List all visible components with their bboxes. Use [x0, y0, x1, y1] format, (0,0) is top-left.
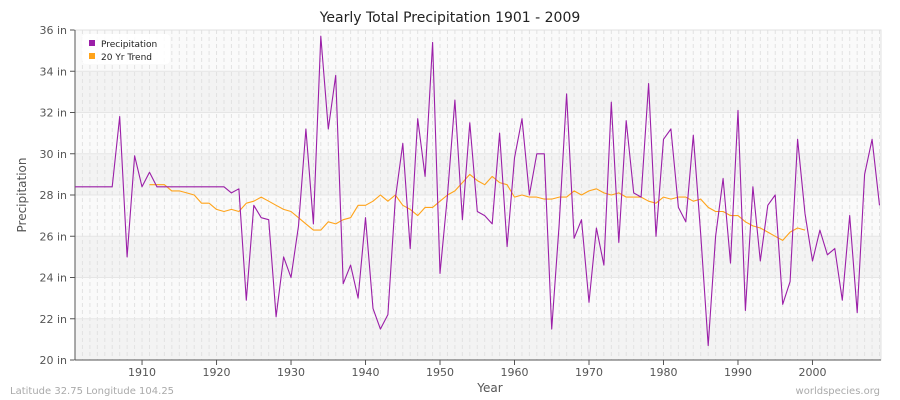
- x-tick-label: 1920: [203, 366, 231, 379]
- x-tick-label: 2000: [798, 366, 826, 379]
- x-tick-label: 1950: [426, 366, 454, 379]
- x-tick-label: 1940: [352, 366, 380, 379]
- y-tick-label: 34 in: [39, 65, 67, 78]
- legend-label-trend: 20 Yr Trend: [101, 53, 152, 63]
- x-tick-label: 1930: [277, 366, 305, 379]
- x-tick-label: 1910: [128, 366, 156, 379]
- x-axis-label: Year: [476, 381, 502, 395]
- trend-line: [149, 173, 806, 241]
- x-tick-label: 1990: [724, 366, 752, 379]
- grid-band: [75, 71, 881, 113]
- y-axis-label: Precipitation: [15, 157, 29, 232]
- y-tick-label: 36 in: [39, 24, 67, 37]
- precipitation-line: [75, 35, 881, 347]
- legend-box: [82, 34, 170, 64]
- y-tick-label: 24 in: [39, 272, 67, 285]
- footer-location: Latitude 32.75 Longitude 104.25: [10, 386, 174, 397]
- y-tick-label: 22 in: [39, 313, 67, 326]
- x-tick-label: 1980: [649, 366, 677, 379]
- legend-swatch-trend: [89, 53, 95, 59]
- legend-swatch-precipitation: [89, 40, 95, 46]
- y-tick-label: 20 in: [39, 354, 67, 367]
- y-tick-label: 30 in: [39, 148, 67, 161]
- y-tick-label: 32 in: [39, 107, 67, 120]
- x-tick-label: 1960: [501, 366, 529, 379]
- legend-label-precipitation: Precipitation: [101, 40, 157, 50]
- x-tick-label: 1970: [575, 366, 603, 379]
- grid-band: [75, 153, 881, 195]
- chart-title: Yearly Total Precipitation 1901 - 2009: [319, 10, 581, 26]
- footer-source: worldspecies.org: [796, 386, 880, 397]
- y-tick-label: 26 in: [39, 230, 67, 243]
- legend: Precipitation 20 Yr Trend: [82, 34, 170, 64]
- y-tick-label: 28 in: [39, 189, 67, 202]
